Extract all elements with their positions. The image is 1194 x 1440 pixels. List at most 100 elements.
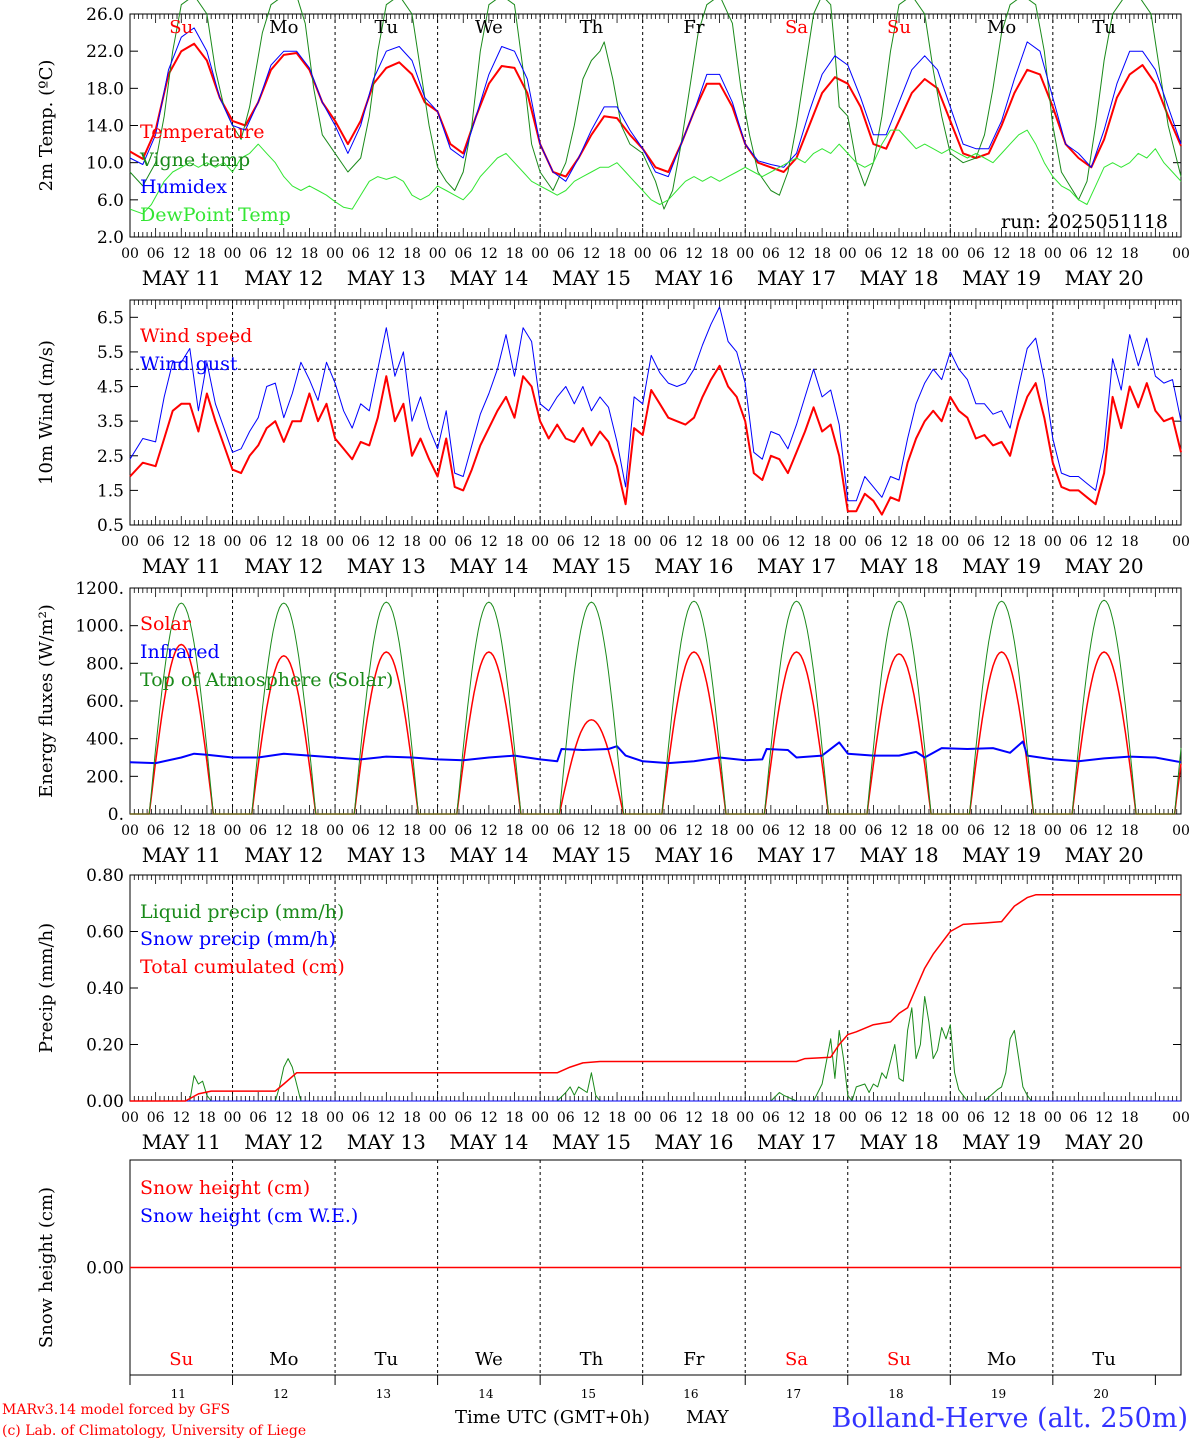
- hour-tick-label: 06: [557, 1110, 575, 1126]
- weekday-label: Fr: [683, 17, 704, 38]
- hour-tick-label: 00: [941, 1110, 959, 1126]
- date-label: MAY 12: [244, 554, 323, 578]
- footer-x-axis-title: Time UTC (GMT+0h): [455, 1407, 650, 1428]
- hour-tick-label: 00: [429, 246, 447, 262]
- hour-tick-label: 00: [224, 534, 242, 550]
- hour-tick-label: 00: [121, 246, 139, 262]
- date-label: MAY 11: [142, 1130, 221, 1154]
- hour-tick-label: 06: [864, 1110, 882, 1126]
- series-line-dewpoint-temp: [129, 129, 1182, 215]
- series-line-temperature: [129, 42, 1182, 178]
- date-label: MAY 20: [1065, 266, 1144, 290]
- hour-tick-label: 18: [1121, 246, 1139, 262]
- date-label: MAY 14: [449, 843, 528, 867]
- hour-tick-label: 18: [711, 246, 729, 262]
- date-label: MAY 12: [244, 843, 323, 867]
- hour-tick-label: 06: [557, 246, 575, 262]
- hour-tick-label: 00: [326, 534, 344, 550]
- hour-tick-label: 18: [1018, 823, 1036, 839]
- hour-tick-label: 00: [531, 1110, 549, 1126]
- hour-tick-label: 18: [813, 246, 831, 262]
- date-label: MAY 11: [142, 266, 221, 290]
- date-label: MAY 14: [449, 1130, 528, 1154]
- date-label: MAY 18: [859, 1130, 938, 1154]
- y-tick-label: 22.0: [86, 42, 124, 62]
- hour-tick-label: 06: [864, 823, 882, 839]
- hour-tick-label: 12: [480, 534, 498, 550]
- panel-3: 0. 200. 400. 600. 800. 1000. 1200. Energy fluxe…: [36, 579, 1190, 867]
- legend-entry: Snow precip (mm/h): [140, 928, 336, 950]
- hour-tick-label: 18: [916, 534, 934, 550]
- series-line-wind-speed: [129, 364, 1182, 516]
- hour-tick-label: 00: [634, 246, 652, 262]
- hour-tick-label: 00: [736, 534, 754, 550]
- hour-tick-label: 18: [198, 246, 216, 262]
- y-axis-label: Precip (mm/h): [36, 923, 57, 1053]
- hour-tick-label: 18: [506, 246, 524, 262]
- hour-tick-label: 06: [762, 534, 780, 550]
- hour-tick-label: 06: [1070, 1110, 1088, 1126]
- weekday-label: Mo: [269, 1349, 298, 1370]
- weekday-label: Tu: [1092, 1349, 1116, 1370]
- hour-tick-label: 06: [1070, 246, 1088, 262]
- hour-tick-label: 06: [1070, 534, 1088, 550]
- hour-tick-label: 06: [864, 534, 882, 550]
- hour-tick-label: 06: [557, 823, 575, 839]
- y-axis-label: 2m Temp. (ºC): [36, 60, 57, 192]
- legend-entry: DewPoint Temp: [140, 204, 291, 226]
- run-label: run: 2025051118: [1001, 211, 1168, 233]
- hour-tick-label: 06: [967, 1110, 985, 1126]
- y-tick-label: 0.00: [86, 1259, 124, 1279]
- date-label: MAY 19: [962, 1130, 1041, 1154]
- hour-tick-label: 18: [608, 1110, 626, 1126]
- hour-tick-label: 00: [1172, 534, 1190, 550]
- legend-entry: Liquid precip (mm/h): [140, 901, 344, 923]
- legend-entry: Solar: [140, 613, 192, 635]
- day-number-label: 17: [786, 1387, 801, 1401]
- date-label: MAY 15: [552, 1130, 631, 1154]
- y-tick-label: 0.60: [86, 923, 124, 943]
- y-tick-label: 6.0: [97, 191, 124, 211]
- hour-tick-label: 18: [198, 534, 216, 550]
- date-label: MAY 13: [347, 554, 426, 578]
- date-label: MAY 20: [1065, 843, 1144, 867]
- y-tick-label: 2.0: [97, 228, 124, 248]
- date-label: MAY 17: [757, 1130, 836, 1154]
- hour-tick-label: 12: [172, 1110, 190, 1126]
- date-label: MAY 19: [962, 554, 1041, 578]
- hour-tick-label: 18: [916, 1110, 934, 1126]
- hour-tick-label: 12: [993, 823, 1011, 839]
- hour-tick-label: 06: [659, 823, 677, 839]
- date-label: MAY 15: [552, 843, 631, 867]
- y-tick-label: 200.: [86, 767, 124, 787]
- date-label: MAY 13: [347, 1130, 426, 1154]
- hour-tick-label: 06: [352, 1110, 370, 1126]
- hour-tick-label: 00: [326, 823, 344, 839]
- date-label: MAY 13: [347, 266, 426, 290]
- date-label: MAY 11: [142, 554, 221, 578]
- panel-2: 0.5 1.5 2.5 3.5 4.5 5.5 6.5 10m Wind (m/s) Wind …: [36, 299, 1190, 578]
- y-tick-label: 2.5: [97, 447, 124, 467]
- hour-tick-label: 00: [326, 1110, 344, 1126]
- weekday-label: Th: [580, 1349, 604, 1370]
- hour-tick-label: 06: [249, 1110, 267, 1126]
- hour-tick-label: 06: [454, 1110, 472, 1126]
- hour-tick-label: 12: [890, 1110, 908, 1126]
- legend-entry: Humidex: [140, 176, 227, 198]
- hour-tick-label: 00: [634, 823, 652, 839]
- hour-tick-label: 06: [249, 823, 267, 839]
- hour-tick-label: 18: [711, 1110, 729, 1126]
- weekday-label: Su: [169, 17, 193, 38]
- date-label: MAY 15: [552, 266, 631, 290]
- hour-tick-label: 06: [659, 1110, 677, 1126]
- y-tick-label: 800.: [86, 654, 124, 674]
- y-tick-label: 0.5: [97, 516, 124, 536]
- footer: MARv3.14 model forced by GFS (c) Lab. of…: [2, 1402, 1188, 1439]
- weekday-label: Fr: [683, 1349, 704, 1370]
- weekday-label: Tu: [1092, 17, 1116, 38]
- hour-tick-label: 06: [864, 246, 882, 262]
- date-label: MAY 14: [449, 554, 528, 578]
- y-tick-label: 0.: [108, 805, 124, 825]
- y-tick-label: 6.5: [97, 308, 124, 328]
